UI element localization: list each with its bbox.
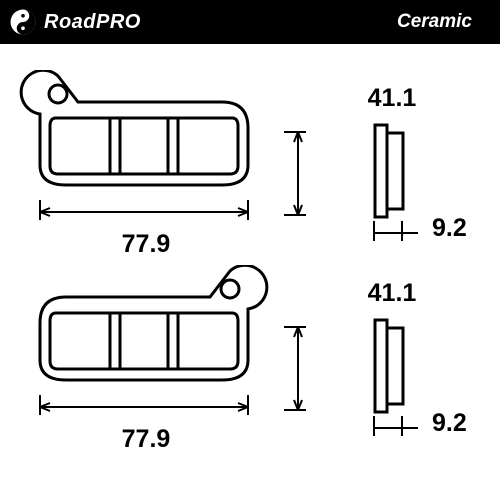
thickness-label-2: 9.2 xyxy=(432,409,467,438)
side-block-1: 41.1 9.2 xyxy=(362,84,484,245)
compound-label: Ceramic xyxy=(397,11,500,33)
hdim-1 xyxy=(16,200,276,224)
pad-front-1: 77.9 xyxy=(16,70,276,259)
thick-dim-1 xyxy=(362,221,422,245)
width-label-2: 77.9 xyxy=(122,425,171,454)
vdim-svg-2 xyxy=(284,295,312,425)
brand-label: RoadPRO xyxy=(44,11,141,34)
pad-front-view-2 xyxy=(16,265,276,395)
vdim-svg-1 xyxy=(284,100,312,230)
pad-front-view-1 xyxy=(16,70,276,200)
pad-front-2: 77.9 xyxy=(16,265,276,454)
header-bar: RoadPRO Ceramic xyxy=(0,0,500,44)
header-left: RoadPRO xyxy=(0,9,397,35)
thickness-label-1: 9.2 xyxy=(432,214,467,243)
pad-row-2: 77.9 41.1 xyxy=(16,265,484,454)
yin-yang-icon xyxy=(10,9,36,35)
height-label-1: 41.1 xyxy=(368,84,417,113)
thick-dim-2 xyxy=(362,416,422,440)
vdim-1 xyxy=(284,100,312,230)
content-area: 77.9 41.1 xyxy=(0,44,500,472)
hdim-2 xyxy=(16,395,276,419)
pad-side-view-1 xyxy=(369,121,415,221)
pad-row-1: 77.9 41.1 xyxy=(16,70,484,259)
side-block-2: 41.1 9.2 xyxy=(362,279,484,440)
height-label-2: 41.1 xyxy=(368,279,417,308)
width-label-1: 77.9 xyxy=(122,230,171,259)
pad-side-view-2 xyxy=(369,316,415,416)
vdim-2 xyxy=(284,295,312,425)
